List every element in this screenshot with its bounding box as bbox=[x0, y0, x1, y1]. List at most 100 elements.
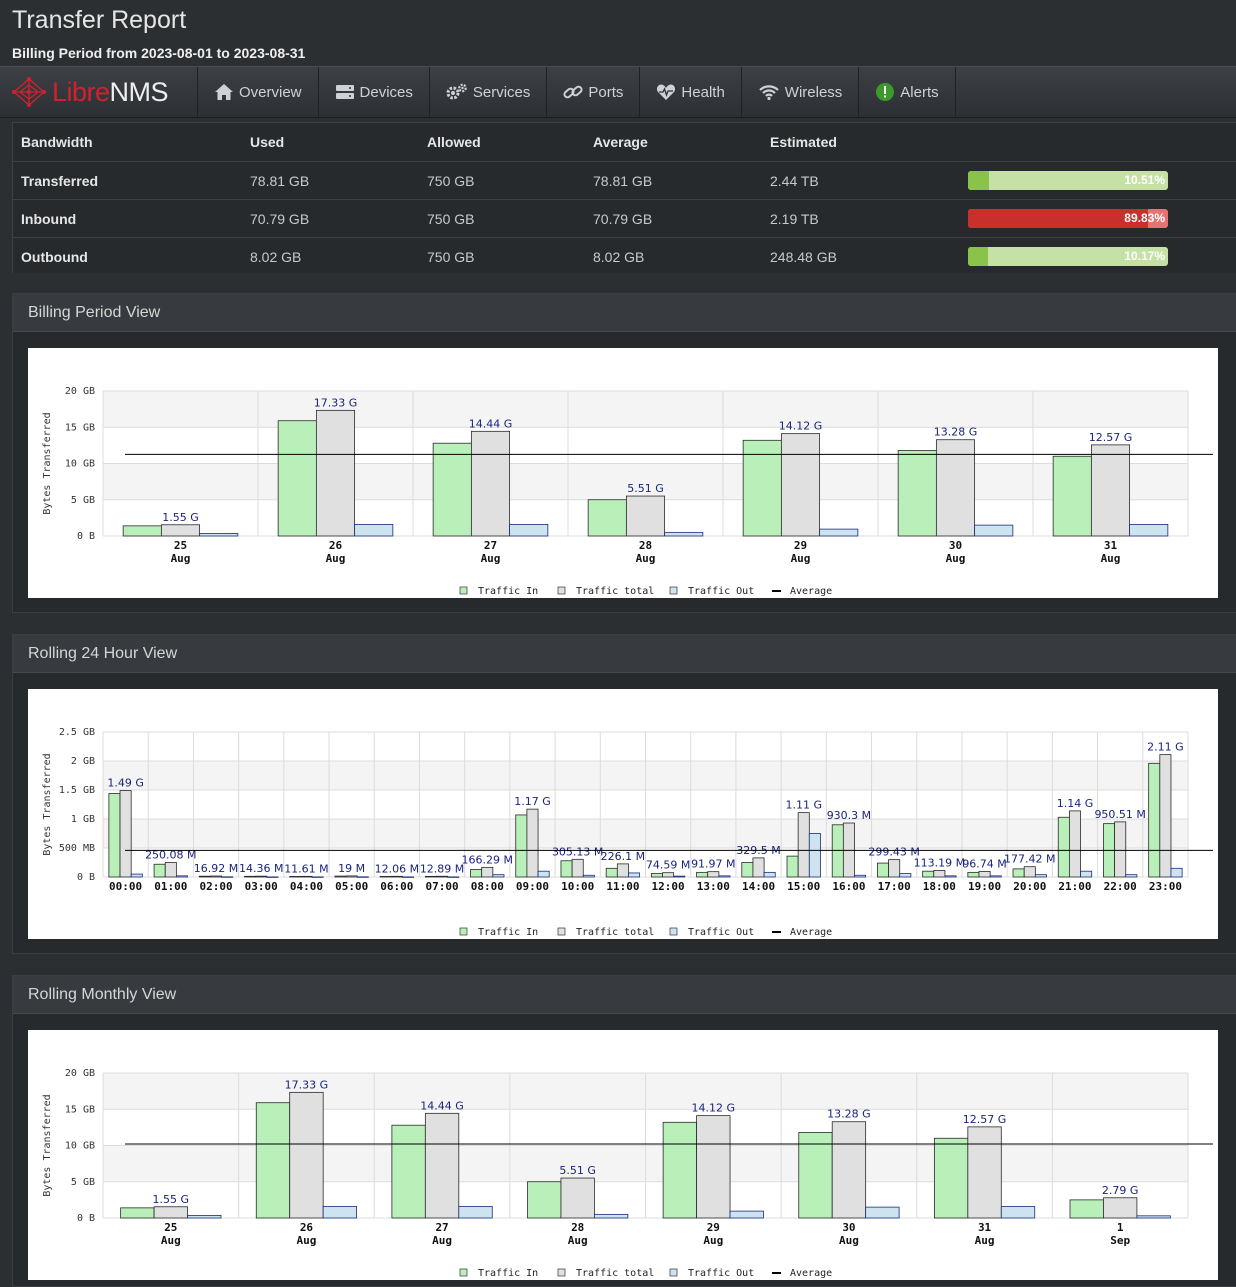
x-tick-label: 18:00 bbox=[923, 880, 956, 893]
librenms-logo[interactable]: LibreNMS bbox=[0, 67, 198, 117]
rolling-24-hour-panel: Rolling 24 Hour View 0 B 500 MB 1 GB 1.5 GB… bbox=[12, 634, 1236, 954]
rolling-monthly-chart-svg: 0 B 5 GB 10 GB 15 GB 20 GB Bytes Transferred 1… bbox=[42, 1068, 1213, 1279]
data-label: 250.08 M bbox=[145, 848, 196, 861]
legend-traffic-total-swatch bbox=[557, 1268, 566, 1277]
estimated-value: 2.44 TB bbox=[762, 161, 960, 200]
nav-alerts[interactable]: Alerts bbox=[859, 67, 956, 117]
allowed-value: 750 GB bbox=[419, 161, 585, 200]
y-tick-label: 500 MB bbox=[59, 843, 95, 854]
col-header-bandwidth: Bandwidth bbox=[21, 134, 93, 150]
traffic-total-bar bbox=[571, 858, 584, 878]
x-tick-label: 15:00 bbox=[787, 880, 820, 893]
x-tick-label: 01:00 bbox=[154, 880, 187, 893]
billing-period-chart-svg: 0 B 5 GB 10 GB 15 GB 20 GB Bytes Transferred 1… bbox=[42, 386, 1213, 597]
traffic-out-bar bbox=[1125, 874, 1138, 878]
x-tick-label: 28 bbox=[571, 1221, 584, 1234]
rolling-monthly-panel: Rolling Monthly View 0 B 5 GB 10 GB 15 GB 20… bbox=[12, 975, 1236, 1287]
legend-traffic-total-swatch bbox=[557, 927, 566, 936]
traffic-out-bar bbox=[664, 531, 704, 537]
x-tick-label: 11:00 bbox=[606, 880, 639, 893]
x-tick-label: Aug bbox=[568, 1234, 588, 1247]
y-tick-label: 20 GB bbox=[65, 386, 95, 397]
traffic-in-bar bbox=[277, 420, 317, 537]
traffic-in-bar bbox=[1057, 816, 1070, 878]
nav-devices[interactable]: Devices bbox=[319, 67, 430, 117]
cogs-icon bbox=[446, 83, 467, 100]
librenms-logo-icon bbox=[12, 77, 46, 107]
legend-traffic-in-label: Traffic In bbox=[478, 927, 538, 938]
nav-services[interactable]: Services bbox=[430, 67, 548, 117]
y-tick-label: 2.5 GB bbox=[59, 727, 95, 738]
traffic-in-bar bbox=[198, 875, 211, 878]
y-tick-label: 0 B bbox=[77, 1213, 95, 1224]
traffic-total-bar bbox=[315, 409, 356, 537]
used-value: 70.79 GB bbox=[242, 199, 419, 238]
traffic-in-bar bbox=[831, 824, 844, 878]
traffic-total-bar bbox=[1159, 754, 1172, 878]
x-tick-label: 05:00 bbox=[335, 880, 368, 893]
col-header-average: Average bbox=[593, 134, 648, 150]
x-tick-label: 29 bbox=[707, 1221, 720, 1234]
legend-average-label: Average bbox=[790, 927, 832, 938]
x-tick-label: Aug bbox=[946, 552, 966, 565]
x-tick-label: 25 bbox=[174, 539, 187, 552]
data-label: 2.79 G bbox=[1102, 1184, 1139, 1197]
traffic-in-bar bbox=[527, 1181, 562, 1219]
data-label: 17.33 G bbox=[314, 396, 358, 409]
x-tick-label: 17:00 bbox=[878, 880, 911, 893]
traffic-in-bar bbox=[424, 875, 437, 878]
usage-percent: 10.17% bbox=[1124, 249, 1165, 263]
traffic-in-bar bbox=[391, 1124, 426, 1219]
traffic-total-bar bbox=[696, 1115, 731, 1219]
traffic-out-bar bbox=[718, 875, 731, 878]
data-label: 14.12 G bbox=[692, 1102, 736, 1115]
data-label: 1.49 G bbox=[107, 777, 144, 790]
x-tick-label: 31 bbox=[1104, 539, 1118, 552]
legend-average-label: Average bbox=[790, 586, 832, 597]
nav-overview[interactable]: Overview bbox=[198, 67, 319, 117]
data-label: 17.33 G bbox=[285, 1078, 329, 1091]
y-tick-label: 0 B bbox=[77, 872, 95, 883]
y-tick-label: 10 GB bbox=[65, 1141, 95, 1152]
y-tick-label: 10 GB bbox=[65, 459, 95, 470]
y-axis-label: Bytes Transferred bbox=[42, 1094, 53, 1196]
nav-wireless[interactable]: Wireless bbox=[742, 67, 860, 117]
traffic-total-bar bbox=[967, 1126, 1002, 1219]
traffic-out-bar bbox=[1136, 1215, 1171, 1219]
nav-health-label: Health bbox=[681, 83, 725, 101]
estimated-value: 2.19 TB bbox=[762, 199, 960, 238]
usage-percent: 89.83% bbox=[1124, 211, 1165, 225]
traffic-out-bar bbox=[199, 533, 239, 537]
grid-band bbox=[103, 391, 1188, 428]
y-tick-label: 5 GB bbox=[71, 1177, 95, 1188]
rolling-24-hour-chart: 0 B 500 MB 1 GB 1.5 GB 2 GB 2.5 GB Bytes Trans… bbox=[28, 689, 1218, 939]
x-tick-label: 27 bbox=[435, 1221, 448, 1234]
traffic-out-bar bbox=[537, 870, 550, 878]
traffic-total-bar bbox=[255, 875, 268, 878]
data-label: 1.14 G bbox=[1057, 797, 1094, 810]
x-tick-label: 30 bbox=[842, 1221, 855, 1234]
traffic-out-bar bbox=[130, 873, 143, 878]
nav-ports[interactable]: Ports bbox=[547, 67, 641, 117]
legend-traffic-out-label: Traffic Out bbox=[688, 1268, 754, 1279]
used-value: 78.81 GB bbox=[242, 161, 419, 200]
traffic-in-bar bbox=[1148, 762, 1161, 878]
alert-circle-icon bbox=[876, 83, 895, 101]
legend-traffic-in-swatch bbox=[459, 1268, 468, 1277]
y-tick-label: 2 GB bbox=[71, 756, 95, 767]
x-tick-label: 20:00 bbox=[1013, 880, 1046, 893]
traffic-total-bar bbox=[752, 857, 765, 878]
table-row: Outbound 8.02 GB 750 GB 8.02 GB 248.48 G… bbox=[13, 237, 1236, 275]
traffic-in-bar bbox=[470, 869, 483, 878]
traffic-out-bar bbox=[311, 876, 324, 878]
nav-health[interactable]: Health bbox=[640, 67, 742, 117]
x-tick-label: 29 bbox=[794, 539, 807, 552]
traffic-total-bar bbox=[1090, 444, 1131, 537]
traffic-in-bar bbox=[742, 439, 782, 537]
x-tick-label: Sep bbox=[1110, 1234, 1130, 1247]
x-tick-label: 12:00 bbox=[652, 880, 685, 893]
traffic-in-bar bbox=[560, 860, 573, 878]
traffic-in-bar bbox=[108, 793, 121, 878]
traffic-out-bar bbox=[763, 871, 776, 878]
row-label: Outbound bbox=[13, 237, 242, 275]
